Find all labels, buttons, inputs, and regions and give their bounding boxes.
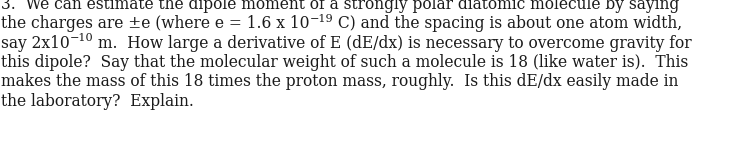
Text: m.  How large a derivative of E (dE/dx) is necessary to overcome gravity for: m. How large a derivative of E (dE/dx) i… (93, 35, 692, 52)
Text: the laboratory?  Explain.: the laboratory? Explain. (1, 93, 194, 109)
Text: C) and the spacing is about one atom width,: C) and the spacing is about one atom wid… (333, 15, 682, 32)
Text: this dipole?  Say that the molecular weight of such a molecule is 18 (like water: this dipole? Say that the molecular weig… (1, 54, 688, 71)
Text: makes the mass of this 18 times the proton mass, roughly.  Is this dE/dx easily : makes the mass of this 18 times the prot… (1, 73, 678, 90)
Text: 3.  We can estimate the dipole moment of a strongly polar diatomic molecule by s: 3. We can estimate the dipole moment of … (1, 0, 679, 13)
Text: say 2x10: say 2x10 (1, 35, 69, 52)
Text: the charges are ±e (where e = 1.6 x 10: the charges are ±e (where e = 1.6 x 10 (1, 15, 310, 32)
Text: −10: −10 (69, 33, 93, 43)
Text: −19: −19 (310, 14, 333, 24)
